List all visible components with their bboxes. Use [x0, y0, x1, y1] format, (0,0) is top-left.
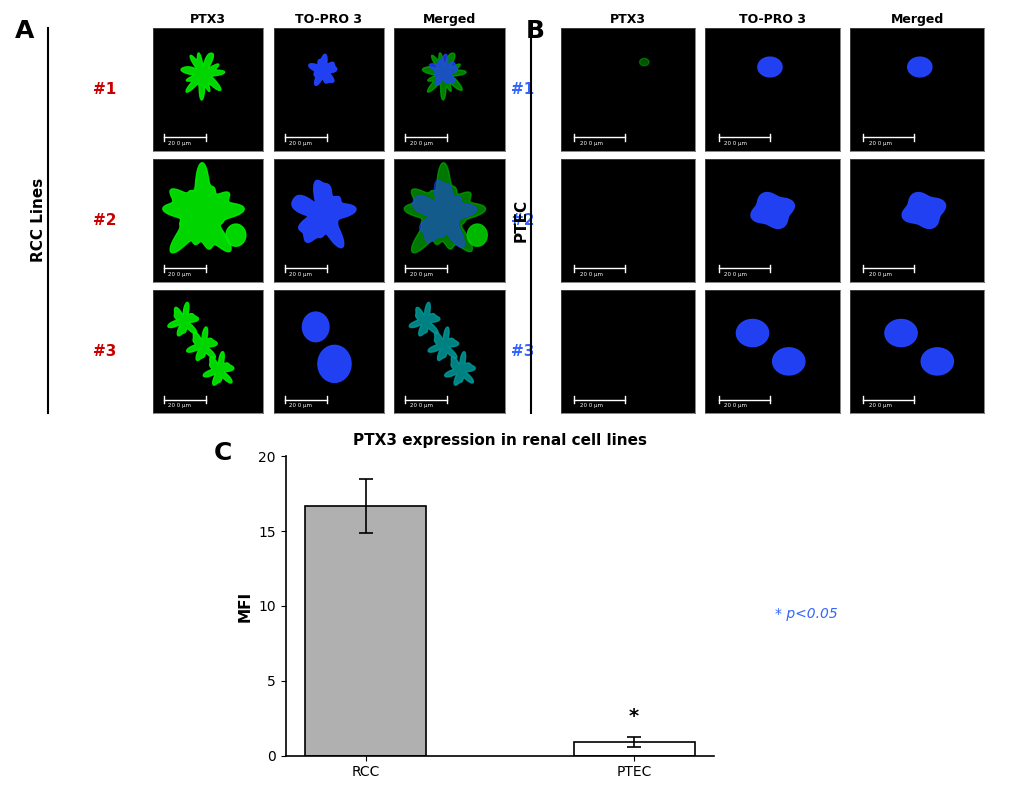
Title: Merged: Merged — [423, 13, 476, 27]
Text: 20 0 μm: 20 0 μm — [723, 272, 747, 277]
Text: 20 0 μm: 20 0 μm — [289, 272, 312, 277]
Text: 20 0 μm: 20 0 μm — [168, 141, 192, 146]
Text: 20 0 μm: 20 0 μm — [868, 141, 891, 146]
Polygon shape — [920, 348, 953, 375]
Bar — [573, 742, 694, 756]
Text: * p<0.05: * p<0.05 — [774, 607, 838, 621]
Text: *: * — [629, 708, 639, 726]
Title: Merged: Merged — [890, 13, 943, 27]
Text: #1: #1 — [93, 82, 116, 97]
Text: 20 0 μm: 20 0 μm — [723, 403, 747, 408]
Polygon shape — [772, 348, 804, 375]
Polygon shape — [181, 53, 224, 100]
Title: PTX3: PTX3 — [191, 13, 226, 27]
Text: 20 0 μm: 20 0 μm — [579, 403, 602, 408]
Polygon shape — [186, 327, 217, 360]
Text: 20 0 μm: 20 0 μm — [723, 141, 747, 146]
Text: 20 0 μm: 20 0 μm — [410, 272, 432, 277]
Text: 20 0 μm: 20 0 μm — [289, 141, 312, 146]
Polygon shape — [404, 163, 485, 253]
Text: #2: #2 — [511, 212, 534, 228]
Polygon shape — [303, 312, 328, 342]
Text: #3: #3 — [93, 344, 116, 359]
Polygon shape — [444, 352, 475, 385]
Text: 20 0 μm: 20 0 μm — [868, 272, 891, 277]
Text: 20 0 μm: 20 0 μm — [168, 403, 192, 408]
Text: 20 0 μm: 20 0 μm — [579, 141, 602, 146]
Title: TO-PRO 3: TO-PRO 3 — [296, 13, 362, 27]
Polygon shape — [467, 224, 487, 246]
Polygon shape — [163, 163, 244, 253]
Bar — [305, 506, 426, 756]
Text: 20 0 μm: 20 0 μm — [579, 272, 602, 277]
Polygon shape — [203, 352, 233, 385]
Text: 20 0 μm: 20 0 μm — [410, 141, 432, 146]
Text: PTEC: PTEC — [513, 199, 528, 242]
Polygon shape — [318, 345, 351, 382]
Polygon shape — [226, 224, 246, 246]
Polygon shape — [757, 57, 782, 77]
Polygon shape — [309, 54, 336, 85]
Polygon shape — [422, 53, 466, 100]
Polygon shape — [750, 193, 794, 228]
Text: A: A — [15, 20, 35, 43]
Title: PTX3 expression in renal cell lines: PTX3 expression in renal cell lines — [353, 434, 646, 449]
Polygon shape — [884, 320, 916, 346]
Text: B: B — [525, 20, 544, 43]
Polygon shape — [291, 180, 356, 248]
Text: #3: #3 — [511, 344, 534, 359]
Text: RCC Lines: RCC Lines — [31, 178, 46, 263]
Polygon shape — [639, 58, 648, 66]
Text: C: C — [214, 441, 232, 464]
Polygon shape — [907, 57, 931, 77]
Text: 20 0 μm: 20 0 μm — [289, 403, 312, 408]
Text: 20 0 μm: 20 0 μm — [168, 272, 192, 277]
Text: #2: #2 — [93, 212, 116, 228]
Polygon shape — [168, 302, 199, 336]
Polygon shape — [736, 320, 768, 346]
Polygon shape — [428, 327, 459, 360]
Polygon shape — [413, 180, 476, 248]
Polygon shape — [409, 302, 439, 336]
Polygon shape — [429, 54, 457, 85]
Text: 20 0 μm: 20 0 μm — [868, 403, 891, 408]
Y-axis label: MFI: MFI — [237, 590, 253, 622]
Title: PTX3: PTX3 — [609, 13, 645, 27]
Text: #1: #1 — [511, 82, 534, 97]
Title: TO-PRO 3: TO-PRO 3 — [739, 13, 805, 27]
Text: 20 0 μm: 20 0 μm — [410, 403, 432, 408]
Polygon shape — [901, 193, 945, 228]
